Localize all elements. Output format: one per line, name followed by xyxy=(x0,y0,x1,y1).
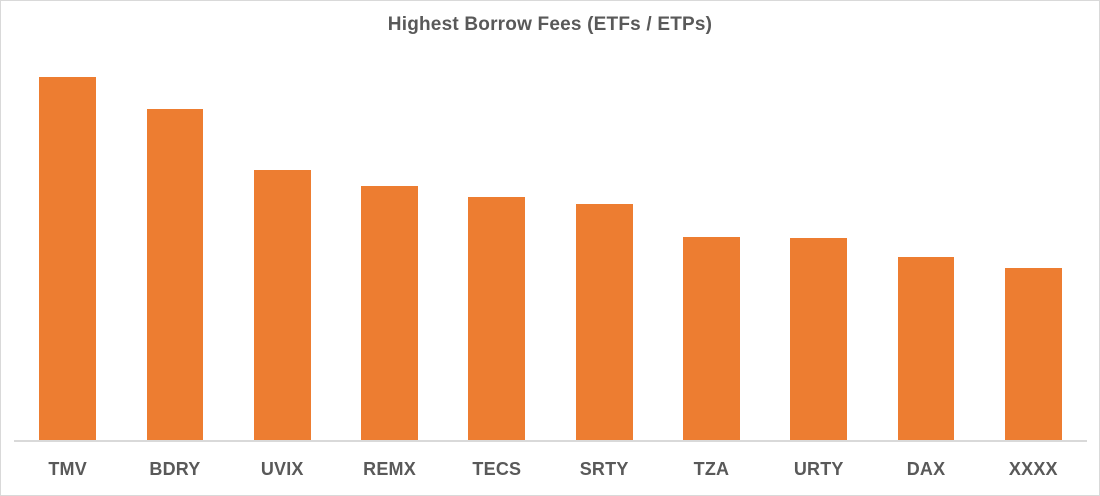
bar-slot-bdry xyxy=(121,77,228,440)
category-label-xxxx: XXXX xyxy=(1008,459,1058,479)
bar-slot-dax xyxy=(872,77,979,440)
bar-slot-xxxx xyxy=(980,77,1087,440)
plot-area xyxy=(14,77,1087,440)
bar-tecs xyxy=(468,196,526,440)
bar-remx xyxy=(361,185,418,440)
category-label-uvix: UVIX xyxy=(260,459,304,479)
category-label-tmv: TMV xyxy=(48,459,87,479)
bar-slot-srty xyxy=(550,77,657,440)
bar-dax xyxy=(897,257,955,440)
category-label-tecs: TECS xyxy=(472,459,522,479)
bar-xxxx xyxy=(1004,267,1062,440)
bar-slot-tza xyxy=(658,77,765,440)
bar-slot-tmv xyxy=(14,77,121,440)
bar-tza xyxy=(683,236,740,440)
chart-title: Highest Borrow Fees (ETFs / ETPs) xyxy=(387,14,713,35)
category-label-bdry: BDRY xyxy=(149,459,201,479)
bar-slot-uvix xyxy=(229,77,336,440)
bar-uvix xyxy=(253,169,311,440)
category-label-urty: URTY xyxy=(793,459,844,479)
bar-bdry xyxy=(146,108,204,440)
bar-slot-tecs xyxy=(443,77,550,440)
category-label-srty: SRTY xyxy=(579,459,629,479)
bar-tmv xyxy=(39,77,97,440)
category-axis: TMV BDRY UVIX REMX TECS SRTY TZA URTY DAX XXXX xyxy=(14,459,1087,480)
bar-slot-remx xyxy=(336,77,443,440)
category-label-dax: DAX xyxy=(906,459,946,479)
x-axis-line xyxy=(14,440,1087,442)
category-label-tza: TZA xyxy=(693,459,730,479)
bar-slot-urty xyxy=(765,77,872,440)
category-label-remx: REMX xyxy=(363,459,416,479)
bar-srty xyxy=(575,203,633,440)
bar-urty xyxy=(790,238,848,440)
